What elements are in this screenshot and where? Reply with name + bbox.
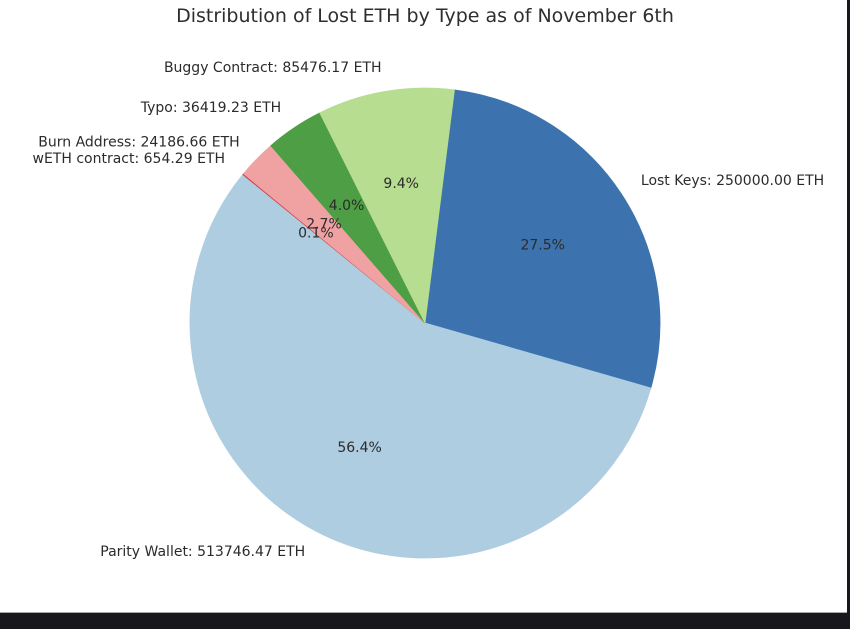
pie-slice-lost-keys — [424, 89, 661, 389]
right-edge-line — [847, 0, 850, 629]
bottom-bar — [0, 612, 850, 629]
slice-label: Buggy Contract: 85476.17 ETH — [164, 60, 382, 76]
slice-label: Burn Address: 24186.66 ETH — [38, 135, 239, 151]
pie-chart: 27.5% Lost Keys: 250000.00 ETH 56.4% Parity… — [33, 60, 825, 560]
pie-slice-parity-wallet — [189, 173, 652, 559]
chart-title: Distribution of Lost ETH by Type as of N… — [176, 5, 674, 27]
pct-label: 4.0% — [329, 198, 365, 214]
slice-label: Lost Keys: 250000.00 ETH — [641, 173, 824, 189]
pct-label: 56.4% — [337, 440, 381, 456]
pct-label: 0.1% — [298, 226, 334, 242]
pct-label: 27.5% — [520, 237, 564, 253]
pct-label: 2.7% — [306, 217, 342, 233]
pct-label: 9.4% — [383, 176, 419, 192]
slice-label: wETH contract: 654.29 ETH — [33, 151, 226, 167]
slice-label: Typo: 36419.23 ETH — [140, 100, 281, 116]
pie-slice-buggy-contract — [319, 87, 455, 325]
slice-label: Parity Wallet: 513746.47 ETH — [100, 544, 305, 560]
